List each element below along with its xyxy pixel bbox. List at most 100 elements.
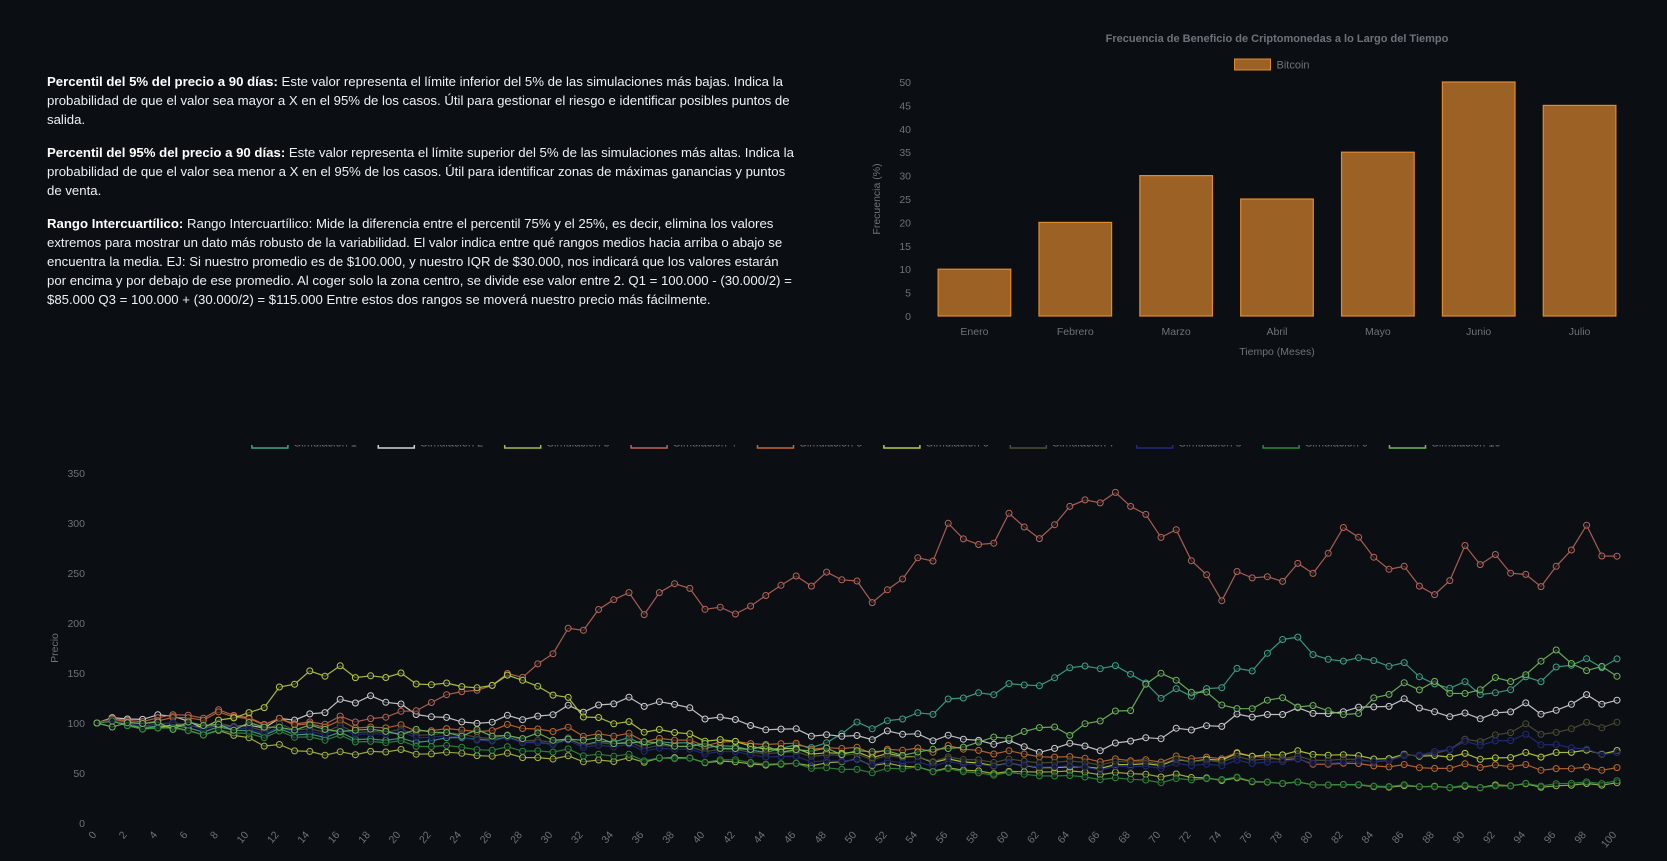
data-point	[321, 725, 329, 733]
data-point	[1020, 681, 1028, 689]
data-point	[579, 736, 587, 744]
data-point	[1324, 707, 1332, 715]
legend-swatch	[377, 445, 416, 449]
data-point	[291, 680, 299, 688]
data-point	[823, 731, 831, 739]
data-point	[1157, 764, 1165, 772]
y-axis-label: Precio	[49, 633, 61, 663]
data-point	[1476, 755, 1484, 763]
data-point	[1218, 776, 1226, 783]
data-point	[534, 729, 542, 737]
data-point	[1491, 674, 1499, 681]
data-point	[1187, 776, 1195, 784]
paragraph-body: Este valor representa el límite superior…	[47, 145, 794, 198]
data-point	[959, 694, 967, 702]
y-tick-label: 40	[899, 124, 911, 136]
data-point	[1567, 725, 1575, 733]
data-point	[382, 713, 390, 721]
data-point	[1051, 772, 1059, 780]
data-point	[959, 768, 967, 776]
x-tick-label: 30	[539, 829, 556, 846]
data-point	[883, 764, 891, 772]
data-point	[1263, 778, 1271, 786]
data-point	[564, 752, 572, 760]
x-tick-label: 44	[751, 829, 768, 846]
data-point	[853, 747, 861, 755]
x-tick-label: 20	[387, 829, 404, 846]
data-point	[1157, 779, 1165, 787]
data-point	[579, 744, 587, 751]
data-point	[1400, 679, 1408, 687]
x-tick-label: 10	[235, 829, 252, 846]
data-point	[1537, 583, 1545, 591]
data-point	[747, 759, 755, 766]
data-point	[534, 660, 542, 668]
data-point	[382, 674, 390, 681]
bar	[1139, 175, 1214, 317]
bar	[1340, 151, 1415, 317]
data-point	[944, 745, 952, 752]
data-point	[579, 713, 587, 721]
data-point	[1446, 689, 1454, 697]
data-point	[1431, 748, 1439, 755]
data-point	[230, 726, 238, 734]
data-point	[306, 667, 314, 675]
y-tick-label: 50	[899, 77, 911, 89]
data-point	[975, 738, 983, 746]
data-point	[412, 707, 420, 715]
data-point	[701, 740, 709, 747]
data-point	[1096, 747, 1104, 755]
data-point	[397, 669, 405, 677]
data-point	[899, 715, 907, 723]
data-point	[154, 724, 162, 732]
data-point	[579, 626, 587, 634]
data-point	[1339, 781, 1347, 788]
data-point	[1324, 549, 1332, 557]
y-tick-label: 10	[899, 264, 911, 276]
data-point	[868, 769, 876, 777]
data-point	[260, 704, 268, 712]
x-tick-label: 32	[569, 829, 586, 846]
data-point	[503, 743, 511, 751]
data-point	[473, 719, 481, 727]
data-point	[914, 763, 922, 771]
data-point	[549, 755, 557, 763]
data-point	[1172, 775, 1180, 782]
data-point	[1552, 741, 1560, 748]
data-point	[336, 748, 344, 756]
paragraph-title: Rango Intercuartílico:	[47, 216, 184, 231]
data-point	[716, 744, 724, 752]
data-point	[503, 671, 511, 679]
text-panel: Percentil del 5% del precio a 90 días: E…	[47, 72, 799, 323]
data-point	[519, 735, 527, 743]
legend-swatch	[756, 445, 795, 449]
data-point	[1537, 766, 1545, 774]
legend-label: Simulación 10	[1432, 445, 1501, 450]
x-tick-label: 2	[117, 829, 130, 841]
data-point	[838, 765, 846, 773]
data-point	[823, 744, 831, 752]
y-tick-label: 0	[905, 311, 911, 323]
x-tick-label: 8	[208, 829, 221, 841]
data-point	[1491, 754, 1499, 762]
data-point	[929, 745, 937, 753]
data-point	[1294, 559, 1302, 567]
data-point	[275, 723, 283, 731]
data-point	[1385, 690, 1393, 698]
x-tick-label: Junio	[1466, 326, 1491, 338]
data-point	[1446, 713, 1454, 721]
data-point	[1567, 700, 1575, 708]
data-point	[1431, 677, 1439, 685]
data-point	[1096, 717, 1104, 725]
data-point	[1507, 569, 1515, 577]
data-point	[792, 759, 800, 767]
data-point	[1507, 686, 1515, 694]
data-point	[260, 734, 268, 742]
data-point	[975, 746, 983, 754]
data-point	[883, 747, 891, 755]
x-tick-label: 98	[1572, 829, 1589, 846]
data-point	[1309, 702, 1317, 709]
x-tick-label: 80	[1299, 829, 1316, 846]
data-point	[1051, 521, 1059, 529]
data-point	[367, 747, 375, 755]
